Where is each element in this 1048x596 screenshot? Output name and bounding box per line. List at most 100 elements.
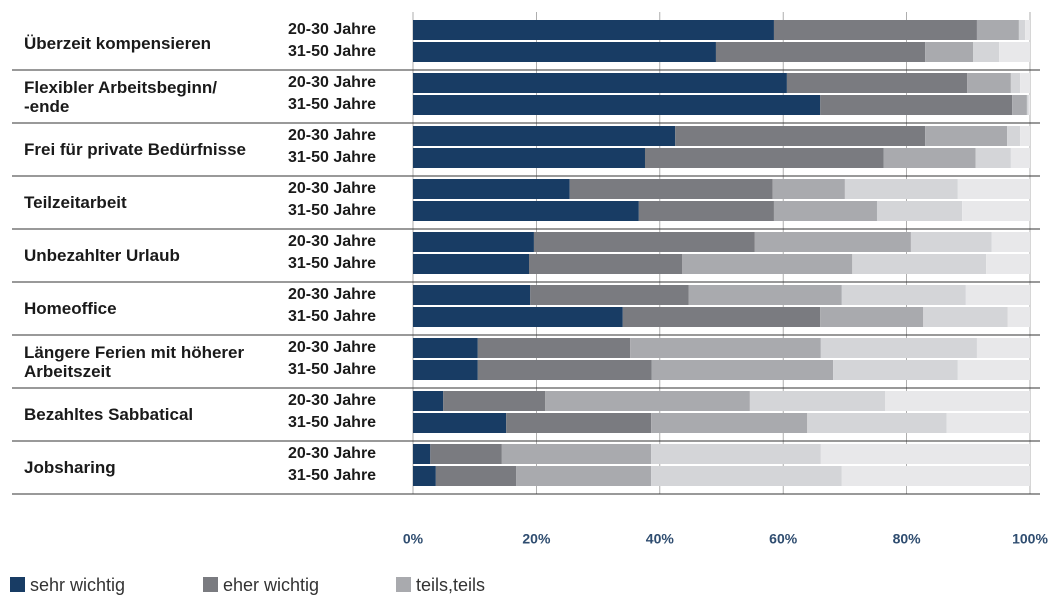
subcategory-label: 31-50 Jahre: [288, 255, 376, 272]
bar-segment: [413, 413, 507, 433]
bar-segment: [413, 126, 676, 146]
bar-segment: [651, 444, 821, 464]
bar-segment: [833, 360, 958, 380]
x-tick-label: 80%: [893, 531, 922, 547]
bar-segment: [923, 307, 1008, 327]
subcategory-label: 20-30 Jahre: [288, 74, 376, 91]
bar-segment: [622, 307, 821, 327]
subcategory-label: 31-50 Jahre: [288, 467, 376, 484]
bar-segment: [501, 444, 652, 464]
bar-segment: [682, 254, 853, 274]
bar-segment: [820, 307, 924, 327]
x-tick-label: 100%: [1012, 531, 1048, 547]
category-label: Unbezahlter Urlaub: [24, 246, 180, 265]
bar-segment: [528, 254, 683, 274]
category-label: Frei für private Bedürfnisse: [24, 140, 247, 159]
bar-segment: [1007, 126, 1021, 146]
category-label: Bezahltes Sabbatical: [24, 405, 194, 424]
legend-label: teils,teils: [416, 575, 485, 595]
bar-segment: [651, 466, 842, 486]
legend-label: sehr wichtig: [30, 575, 125, 595]
subcategory-label: 31-50 Jahre: [288, 43, 376, 60]
bar-segment: [773, 201, 877, 221]
subcategory-label: 31-50 Jahre: [288, 202, 376, 219]
bar-segment: [443, 391, 546, 411]
bar-segment: [1028, 95, 1030, 115]
bar-segment: [1025, 20, 1030, 40]
bar-segment: [430, 444, 502, 464]
bar-segment: [976, 338, 1030, 358]
bar-segment: [413, 338, 478, 358]
x-tick-label: 40%: [646, 531, 675, 547]
bar-segment: [569, 179, 773, 199]
bar-segment: [506, 413, 652, 433]
bar-segment: [925, 126, 1008, 146]
bar-segment: [413, 201, 639, 221]
bar-segment: [820, 338, 977, 358]
bar-segment: [962, 201, 1030, 221]
bar-segment: [786, 73, 968, 93]
x-tick-label: 60%: [769, 531, 798, 547]
bar-segment: [841, 466, 1030, 486]
subcategory-label: 31-50 Jahre: [288, 361, 376, 378]
legend-label: eher wichtig: [223, 575, 319, 595]
bar-segment: [413, 42, 716, 62]
bar-segment: [413, 391, 444, 411]
bar-segment: [852, 254, 987, 274]
subcategory-label: 20-30 Jahre: [288, 392, 376, 409]
category-label: Jobsharing: [24, 458, 116, 477]
bar-segment: [965, 285, 1030, 305]
bar-segment: [477, 360, 652, 380]
category-label: Homeoffice: [24, 299, 117, 318]
bar-segment: [675, 126, 926, 146]
bar-segment: [1020, 126, 1030, 146]
bar-segment: [910, 232, 992, 252]
bar-segment: [413, 444, 431, 464]
bar-segment: [976, 20, 1019, 40]
subcategory-label: 20-30 Jahre: [288, 21, 376, 38]
bar-segment: [1026, 95, 1029, 115]
subcategory-label: 31-50 Jahre: [288, 308, 376, 325]
legend-swatch: [10, 577, 25, 592]
bar-segment: [688, 285, 842, 305]
subcategory-label: 20-30 Jahre: [288, 339, 376, 356]
bar-segment: [1012, 95, 1027, 115]
bar-segment: [1020, 73, 1030, 93]
bar-segment: [973, 42, 1000, 62]
bar-segment: [413, 179, 570, 199]
bar-segment: [651, 413, 808, 433]
x-tick-label: 20%: [522, 531, 551, 547]
bar-segment: [413, 73, 787, 93]
bar-segment: [545, 391, 750, 411]
bar-segment: [1018, 20, 1026, 40]
bar-segment: [644, 148, 884, 168]
bar-segment: [477, 338, 631, 358]
bar-segment: [986, 254, 1030, 274]
bar-segment: [957, 179, 1030, 199]
bar-segment: [772, 179, 845, 199]
subcategory-label: 20-30 Jahre: [288, 286, 376, 303]
x-tick-label: 0%: [403, 531, 424, 547]
bar-segment: [820, 95, 1013, 115]
legend-swatch: [396, 577, 411, 592]
bar-segment: [413, 20, 774, 40]
bar-segment: [435, 466, 517, 486]
bar-segment: [1010, 73, 1021, 93]
subcategory-label: 20-30 Jahre: [288, 127, 376, 144]
bar-segment: [413, 307, 623, 327]
bar-segment: [975, 148, 1011, 168]
bar-segment: [946, 413, 1030, 433]
bar-segment: [413, 285, 531, 305]
bar-segment: [530, 285, 689, 305]
bar-segment: [841, 285, 966, 305]
subcategory-label: 20-30 Jahre: [288, 180, 376, 197]
subcategory-label: 20-30 Jahre: [288, 233, 376, 250]
bar-segment: [413, 232, 534, 252]
category-label: Überzeit kompensieren: [24, 34, 212, 53]
bar-segment: [413, 95, 821, 115]
category-label: Teilzeitarbeit: [24, 193, 127, 212]
bar-segment: [807, 413, 947, 433]
subcategory-label: 20-30 Jahre: [288, 445, 376, 462]
